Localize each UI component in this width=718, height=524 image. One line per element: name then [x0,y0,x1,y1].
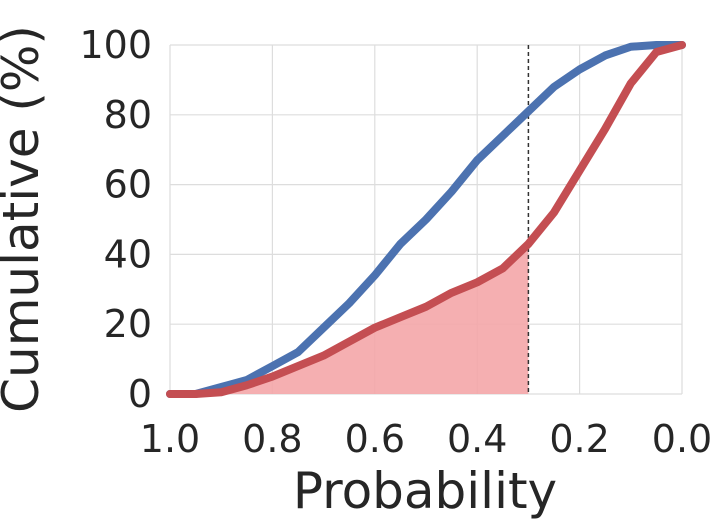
y-tick-label: 60 [104,163,152,207]
y-tick-label: 40 [104,232,152,276]
y-tick-label: 80 [104,93,152,137]
x-axis-label: Probability [293,462,557,520]
y-tick-label: 20 [104,302,152,346]
x-tick-labels: 1.0 0.8 0.6 0.4 0.2 0.0 [140,417,712,461]
x-tick-label: 0.0 [652,417,712,461]
y-axis-label: Cumulative (%) [0,25,50,413]
shaded-region-layer [170,243,529,394]
x-tick-label: 0.8 [242,417,302,461]
y-tick-label: 0 [128,372,152,416]
series-layer [166,41,686,398]
x-tick-label: 0.6 [345,417,405,461]
x-tick-label: 1.0 [140,417,200,461]
shaded-area [170,243,529,394]
x-tick-label: 0.4 [447,417,507,461]
x-tick-label: 0.2 [549,417,609,461]
y-tick-labels: 0 20 40 60 80 100 [79,23,152,416]
y-tick-label: 100 [79,23,152,67]
